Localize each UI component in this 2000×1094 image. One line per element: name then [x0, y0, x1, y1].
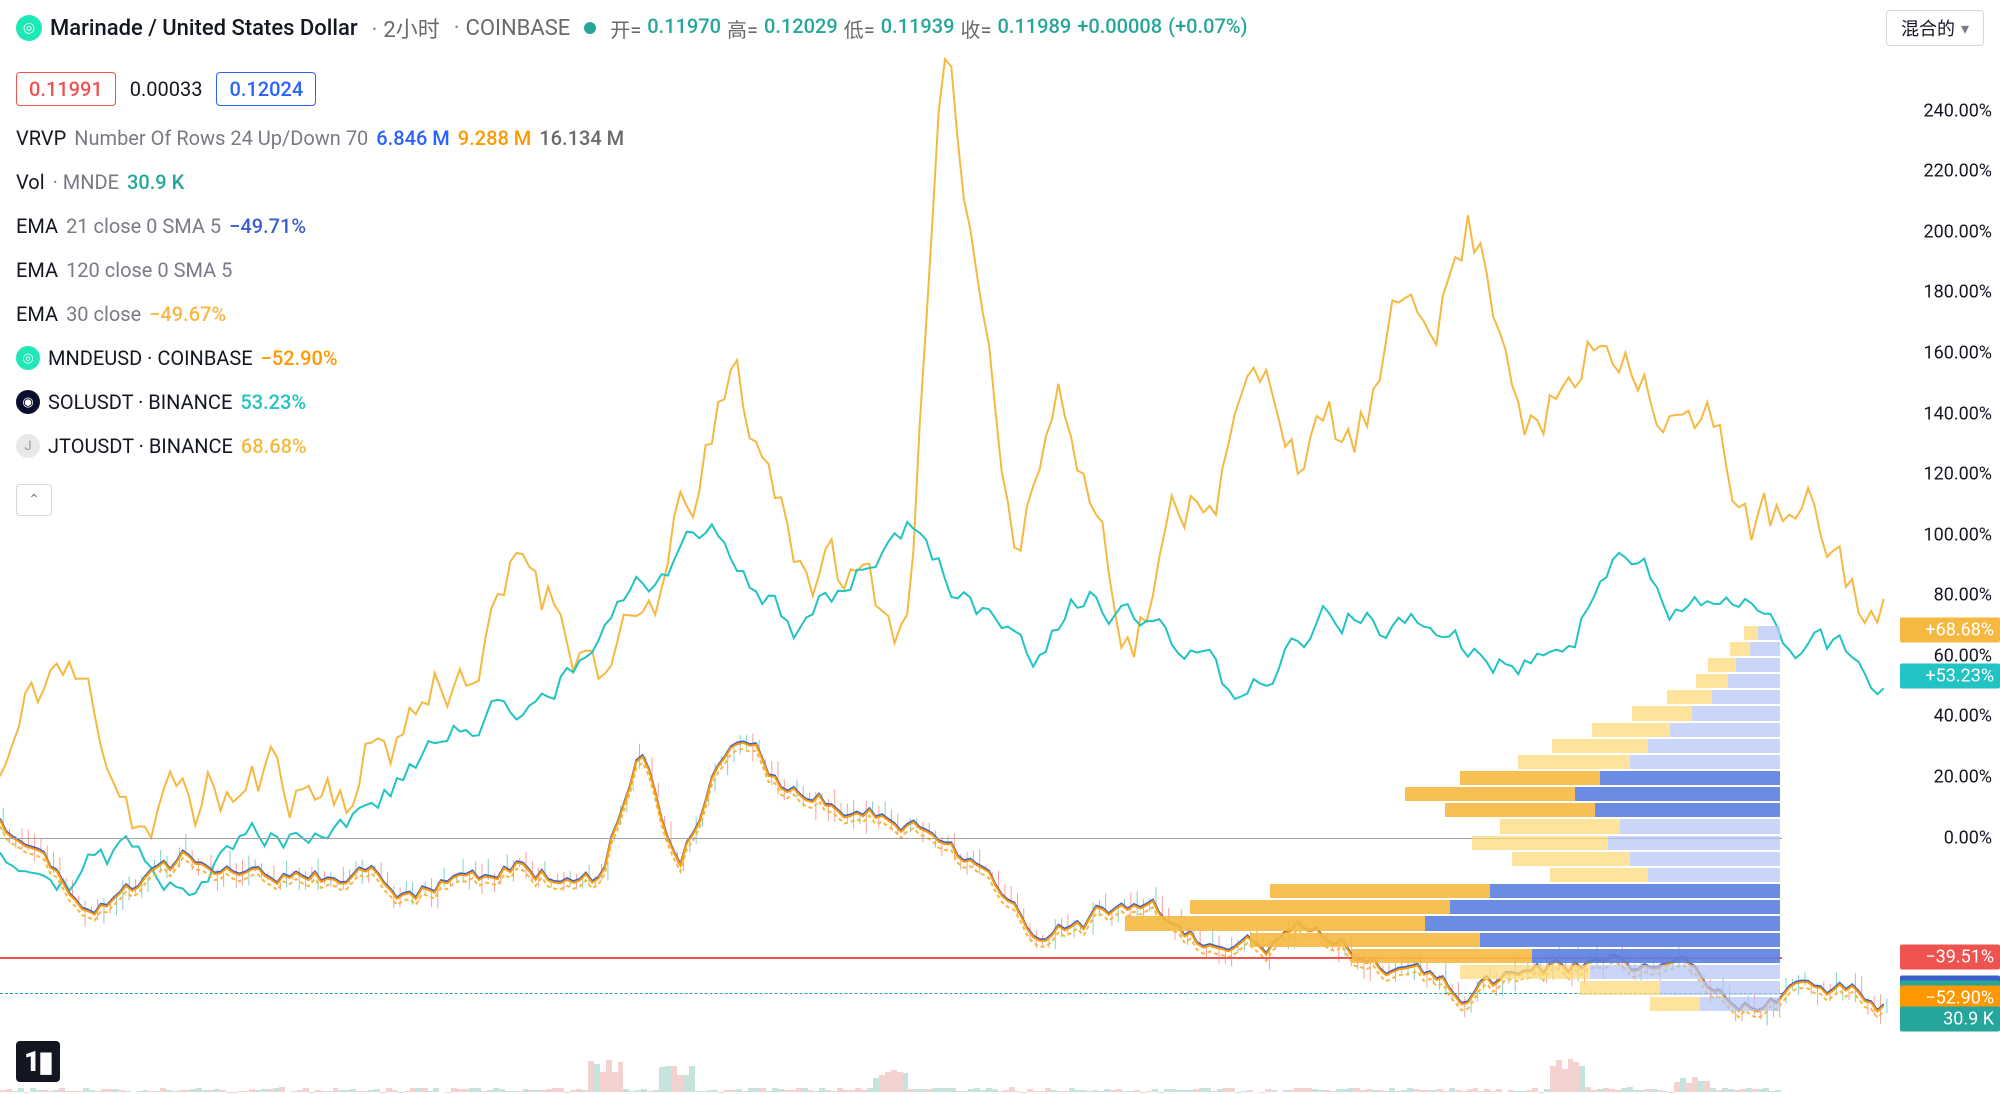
y-tick: 120.00%: [1923, 464, 1992, 485]
volume-bar: [1775, 1090, 1781, 1092]
vp-row: [1420, 803, 1780, 817]
vp-row: [1420, 658, 1780, 672]
y-tick: 200.00%: [1923, 221, 1992, 242]
y-tick: 140.00%: [1923, 403, 1992, 424]
y-tick: 180.00%: [1923, 282, 1992, 303]
vp-row: [1420, 626, 1780, 640]
y-price-label: −39.51%: [1900, 945, 2000, 970]
vp-row: [1420, 787, 1780, 801]
y-tick: 240.00%: [1923, 100, 1992, 121]
vp-row: [1420, 997, 1780, 1011]
vp-row: [1420, 981, 1780, 995]
vp-row: [1420, 949, 1780, 963]
vp-row: [1420, 819, 1780, 833]
vp-row: [1420, 771, 1780, 785]
vp-row: [1420, 852, 1780, 866]
y-tick: 220.00%: [1923, 161, 1992, 182]
y-tick: 20.00%: [1934, 767, 1992, 788]
y-price-label: +68.68%: [1900, 617, 2000, 642]
volume-bar: [689, 1066, 695, 1092]
volume-bar: [618, 1062, 624, 1092]
volume-profile: [1420, 626, 1780, 1014]
vp-row: [1420, 642, 1780, 656]
chart-plot[interactable]: [0, 0, 1890, 1094]
vp-row: [1420, 674, 1780, 688]
y-tick: 160.00%: [1923, 342, 1992, 363]
volume-bar: [1496, 1089, 1502, 1092]
y-axis[interactable]: 0.00%20.00%40.00%60.00%80.00%100.00%120.…: [1894, 0, 2000, 1094]
y-tick: 100.00%: [1923, 524, 1992, 545]
vp-row: [1420, 755, 1780, 769]
y-tick: 0.00%: [1944, 827, 1992, 848]
volume-bars: [0, 1052, 1780, 1092]
vp-row: [1420, 739, 1780, 753]
vp-row: [1420, 690, 1780, 704]
vp-row: [1420, 900, 1780, 914]
vp-row: [1420, 916, 1780, 930]
y-countdown-label: 30.9 K: [1900, 1007, 2000, 1032]
tradingview-logo-icon: 1▮: [16, 1041, 60, 1082]
y-tick: 40.00%: [1934, 706, 1992, 727]
vp-row: [1420, 706, 1780, 720]
chart-root: ◎ Marinade / United States Dollar 2小时 CO…: [0, 0, 2000, 1094]
y-price-label: +53.23%: [1900, 664, 2000, 689]
vp-row: [1420, 836, 1780, 850]
vp-row: [1420, 933, 1780, 947]
vp-row: [1420, 868, 1780, 882]
vp-row: [1420, 965, 1780, 979]
y-tick: 80.00%: [1934, 585, 1992, 606]
vp-row: [1420, 884, 1780, 898]
vp-row: [1420, 723, 1780, 737]
